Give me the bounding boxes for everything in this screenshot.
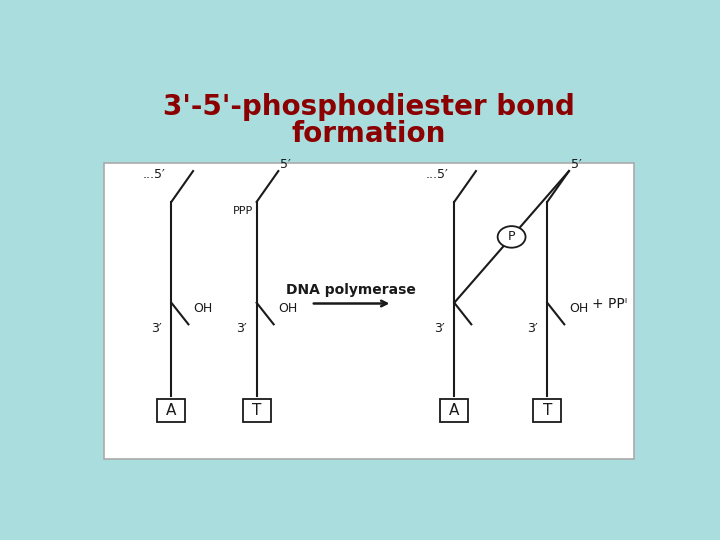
Text: OH: OH [279, 302, 297, 315]
Bar [104, 164, 634, 459]
Text: 3′: 3′ [434, 322, 445, 335]
Text: + PPᴵ: + PPᴵ [592, 296, 627, 310]
Bar [534, 399, 561, 422]
Bar [243, 399, 271, 422]
Text: T: T [252, 403, 261, 418]
Text: 3′: 3′ [237, 322, 248, 335]
Text: OH: OH [569, 302, 588, 315]
Text: 3′: 3′ [527, 322, 538, 335]
Text: formation: formation [292, 120, 446, 148]
Bar [441, 399, 468, 422]
Ellipse shape [498, 226, 526, 248]
Text: ...5′: ...5′ [426, 167, 449, 181]
Text: P: P [508, 231, 516, 244]
Text: PPP: PPP [233, 206, 253, 215]
Text: 3′: 3′ [151, 322, 162, 335]
Text: T: T [543, 403, 552, 418]
Text: A: A [166, 403, 176, 418]
Text: 5′: 5′ [280, 158, 291, 171]
Text: OH: OH [193, 302, 212, 315]
Bar [158, 399, 185, 422]
Text: A: A [449, 403, 459, 418]
Text: 3'-5'-phosphodiester bond: 3'-5'-phosphodiester bond [163, 93, 575, 121]
Text: ...5′: ...5′ [143, 167, 166, 181]
Text: 5′: 5′ [570, 158, 581, 171]
Text: DNA polymerase: DNA polymerase [287, 282, 416, 296]
